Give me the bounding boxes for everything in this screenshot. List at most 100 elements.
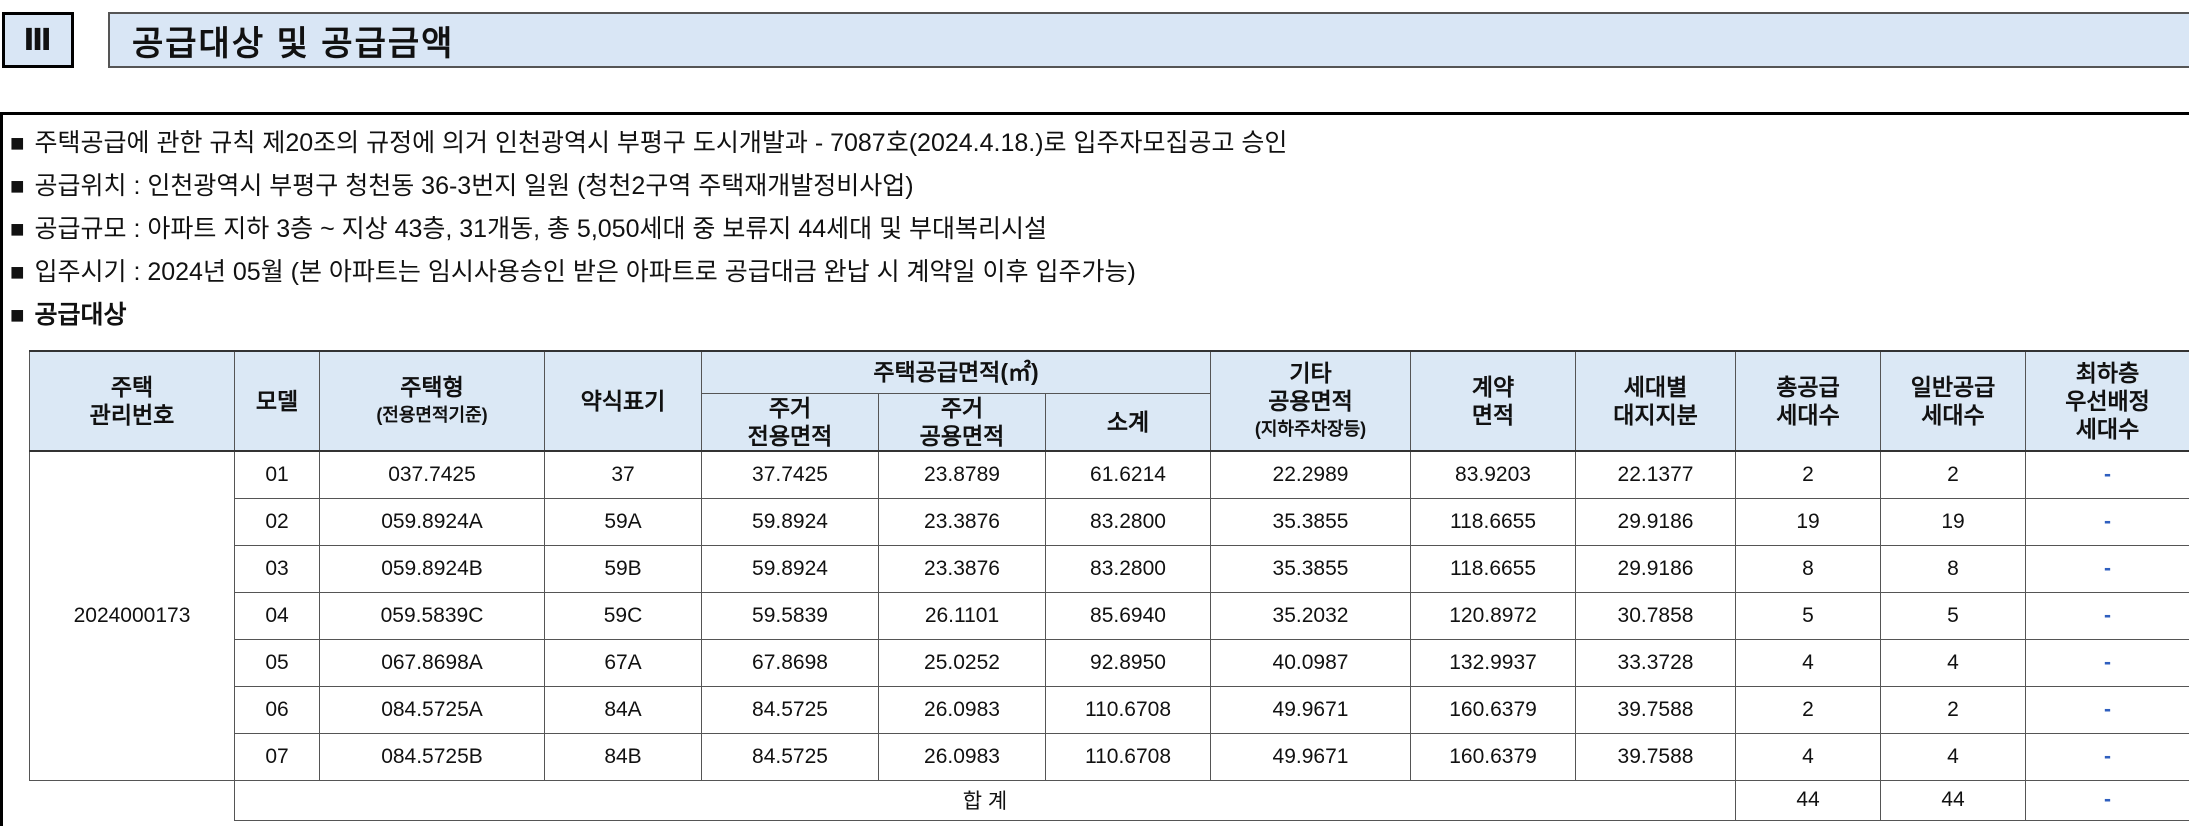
general-cell: 8 <box>1880 544 2027 593</box>
lowest-cell: - <box>2025 732 2189 781</box>
bullet-scale: ■ 공급규모 : 아파트 지하 3층 ~ 지상 43층, 31개동, 총 5,0… <box>10 208 1287 251</box>
bullet-approval: ■ 주택공급에 관한 규칙 제20조의 규정에 의거 인천광역시 부평구 도시개… <box>10 122 1287 165</box>
header-common-area: 주거 공용면적 <box>878 392 1046 452</box>
contract-cell: 132.9937 <box>1410 638 1577 687</box>
bullet-text: 공급대상 <box>34 301 127 329</box>
lowest-cell: - <box>2025 497 2189 546</box>
short-cell: 59B <box>544 544 702 593</box>
table-row: 05 067.8698A 67A 67.8698 25.0252 92.8950… <box>30 638 2189 687</box>
land-cell: 22.1377 <box>1575 450 1737 499</box>
bullet-text: 입주시기 : 2024년 05월 (본 아파트는 임시사용승인 받은 아파트로 … <box>34 258 1136 286</box>
model-cell: 05 <box>234 638 320 687</box>
common-cell: 23.3876 <box>878 544 1046 593</box>
header-supply-area: 주택공급면적(㎡) <box>700 350 1212 394</box>
land-cell: 29.9186 <box>1575 497 1737 546</box>
contract-cell: 160.6379 <box>1410 732 1577 781</box>
header-subtotal: 소계 <box>1044 392 1212 452</box>
bullet-list: ■ 주택공급에 관한 규칙 제20조의 규정에 의거 인천광역시 부평구 도시개… <box>10 122 1287 337</box>
subtotal-cell: 83.2800 <box>1044 497 1212 546</box>
general-cell: 19 <box>1880 497 2027 546</box>
header-general-units: 일반공급 세대수 <box>1880 350 2027 452</box>
subtotal-cell: 83.2800 <box>1044 544 1212 593</box>
excl-cell: 59.8924 <box>701 497 879 546</box>
contract-cell: 118.6655 <box>1410 544 1577 593</box>
subtotal-cell: 85.6940 <box>1044 591 1212 640</box>
table-row: 03 059.8924B 59B 59.8924 23.3876 83.2800… <box>30 544 2189 593</box>
common-cell: 23.8789 <box>878 450 1046 499</box>
land-cell: 33.3728 <box>1575 638 1737 687</box>
excl-cell: 37.7425 <box>701 450 879 499</box>
lowest-cell: - <box>2025 638 2189 687</box>
total-cell: 4 <box>1735 732 1882 781</box>
square-bullet-icon: ■ <box>10 259 25 286</box>
lowest-cell: - <box>2025 591 2189 640</box>
total-cell: 4 <box>1735 638 1882 687</box>
other-cell: 35.3855 <box>1210 544 1412 593</box>
contract-cell: 160.6379 <box>1410 685 1577 734</box>
total-cell: 5 <box>1735 591 1882 640</box>
bullet-supply-target: ■ 공급대상 <box>10 294 1287 337</box>
excl-cell: 67.8698 <box>701 638 879 687</box>
contract-cell: 83.9203 <box>1410 450 1577 499</box>
type-cell: 059.8924A <box>319 497 545 546</box>
excl-cell: 84.5725 <box>701 685 879 734</box>
subtotal-cell: 110.6708 <box>1044 732 1212 781</box>
header-land-share: 세대별 대지지분 <box>1575 350 1737 452</box>
model-cell: 04 <box>234 591 320 640</box>
other-cell: 40.0987 <box>1210 638 1412 687</box>
subtotal-cell: 61.6214 <box>1044 450 1212 499</box>
header-excl-area: 주거 전용면적 <box>701 392 879 452</box>
bullet-text: 공급위치 : 인천광역시 부평구 청천동 36-3번지 일원 (청천2구역 주택… <box>34 172 914 200</box>
type-cell: 084.5725A <box>319 685 545 734</box>
lowest-sum: - <box>2025 779 2189 821</box>
total-units-sum: 44 <box>1735 779 1882 821</box>
total-cell: 2 <box>1735 450 1882 499</box>
model-cell: 03 <box>234 544 320 593</box>
short-cell: 84B <box>544 732 702 781</box>
header-other-common: 기타 공용면적 (지하주차장등) <box>1210 350 1412 452</box>
table-row: 02 059.8924A 59A 59.8924 23.3876 83.2800… <box>30 497 2189 546</box>
model-cell: 07 <box>234 732 320 781</box>
total-cell: 19 <box>1735 497 1882 546</box>
land-cell: 29.9186 <box>1575 544 1737 593</box>
bullet-move-in: ■ 입주시기 : 2024년 05월 (본 아파트는 임시사용승인 받은 아파트… <box>10 251 1287 294</box>
general-units-sum: 44 <box>1880 779 2027 821</box>
type-cell: 059.5839C <box>319 591 545 640</box>
section-title: 공급대상 및 공급금액 <box>108 12 2189 68</box>
type-cell: 059.8924B <box>319 544 545 593</box>
header-house-no: 주택 관리번호 <box>29 350 235 452</box>
type-cell: 067.8698A <box>319 638 545 687</box>
excl-cell: 84.5725 <box>701 732 879 781</box>
short-cell: 37 <box>544 450 702 499</box>
type-cell: 084.5725B <box>319 732 545 781</box>
header-type: 주택형 (전용면적기준) <box>319 350 545 452</box>
excl-cell: 59.8924 <box>701 544 879 593</box>
model-cell: 01 <box>234 450 320 499</box>
short-cell: 67A <box>544 638 702 687</box>
general-cell: 2 <box>1880 685 2027 734</box>
general-cell: 5 <box>1880 591 2027 640</box>
header-short: 약식표기 <box>544 350 702 452</box>
common-cell: 26.0983 <box>878 685 1046 734</box>
lowest-cell: - <box>2025 544 2189 593</box>
subtotal-cell: 110.6708 <box>1044 685 1212 734</box>
square-bullet-icon: ■ <box>10 216 25 243</box>
blank-cell <box>29 779 235 820</box>
land-cell: 39.7588 <box>1575 732 1737 781</box>
bullet-text: 공급규모 : 아파트 지하 3층 ~ 지상 43층, 31개동, 총 5,050… <box>34 215 1048 243</box>
common-cell: 25.0252 <box>878 638 1046 687</box>
other-cell: 49.9671 <box>1210 732 1412 781</box>
lowest-cell: - <box>2025 450 2189 499</box>
total-label: 합 계 <box>233 779 1737 821</box>
general-cell: 4 <box>1880 638 2027 687</box>
land-cell: 39.7588 <box>1575 685 1737 734</box>
contract-cell: 118.6655 <box>1410 497 1577 546</box>
general-cell: 4 <box>1880 732 2027 781</box>
header-lowest-floor: 최하층 우선배정 세대수 <box>2025 350 2189 452</box>
other-cell: 49.9671 <box>1210 685 1412 734</box>
table-row: 06 084.5725A 84A 84.5725 26.0983 110.670… <box>30 685 2189 734</box>
header-contract-area: 계약 면적 <box>1410 350 1577 452</box>
common-cell: 26.1101 <box>878 591 1046 640</box>
header-model: 모델 <box>234 350 320 452</box>
short-cell: 84A <box>544 685 702 734</box>
